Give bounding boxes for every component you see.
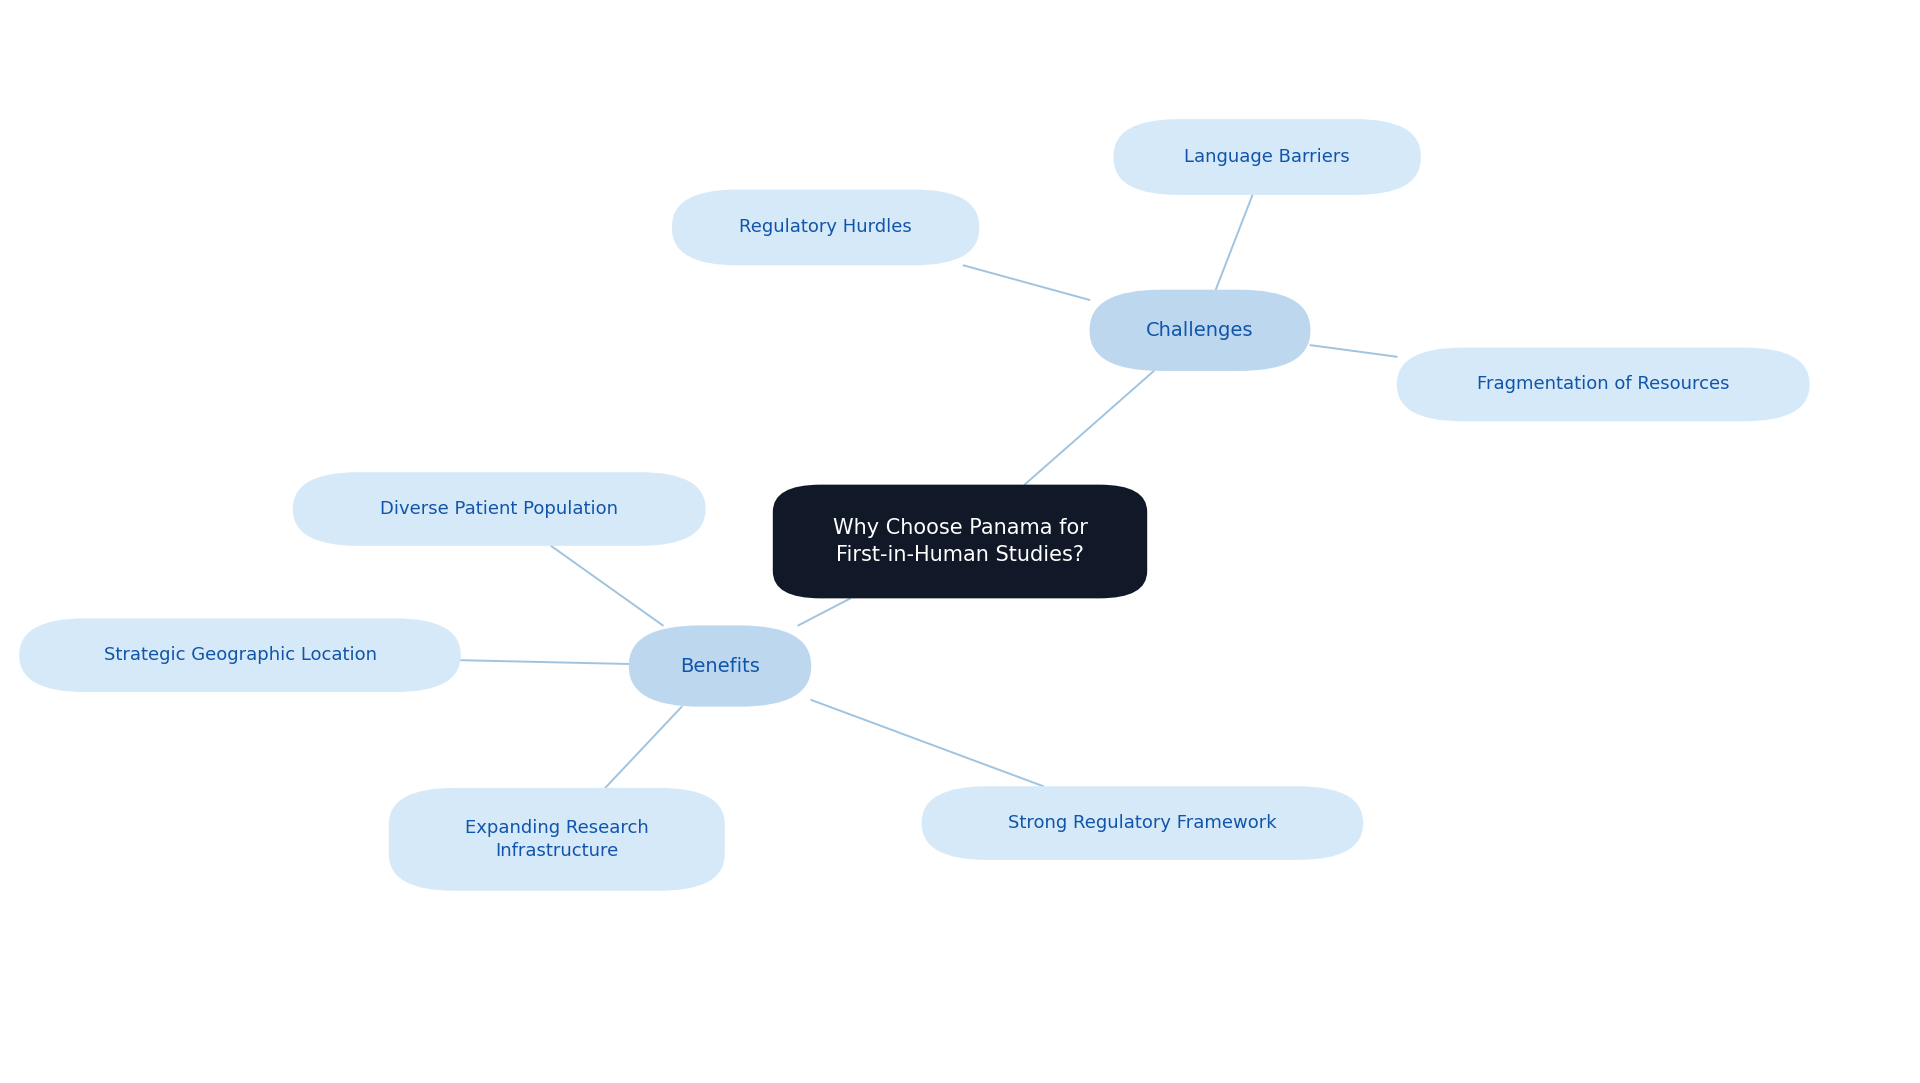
FancyBboxPatch shape — [922, 786, 1363, 860]
FancyBboxPatch shape — [772, 485, 1146, 598]
Text: Fragmentation of Resources: Fragmentation of Resources — [1476, 376, 1730, 393]
FancyBboxPatch shape — [672, 190, 979, 265]
FancyBboxPatch shape — [630, 625, 810, 706]
FancyBboxPatch shape — [1089, 290, 1309, 370]
FancyBboxPatch shape — [388, 788, 724, 890]
Text: Challenges: Challenges — [1146, 321, 1254, 340]
Text: Strategic Geographic Location: Strategic Geographic Location — [104, 647, 376, 664]
FancyBboxPatch shape — [1114, 119, 1421, 195]
Text: Why Choose Panama for
First-in-Human Studies?: Why Choose Panama for First-in-Human Stu… — [833, 519, 1087, 564]
Text: Regulatory Hurdles: Regulatory Hurdles — [739, 219, 912, 236]
Text: Benefits: Benefits — [680, 656, 760, 676]
FancyBboxPatch shape — [19, 618, 461, 692]
Text: Strong Regulatory Framework: Strong Regulatory Framework — [1008, 814, 1277, 832]
Text: Expanding Research
Infrastructure: Expanding Research Infrastructure — [465, 819, 649, 860]
FancyBboxPatch shape — [294, 472, 707, 546]
Text: Diverse Patient Population: Diverse Patient Population — [380, 500, 618, 518]
Text: Language Barriers: Language Barriers — [1185, 148, 1350, 166]
FancyBboxPatch shape — [1396, 348, 1809, 421]
